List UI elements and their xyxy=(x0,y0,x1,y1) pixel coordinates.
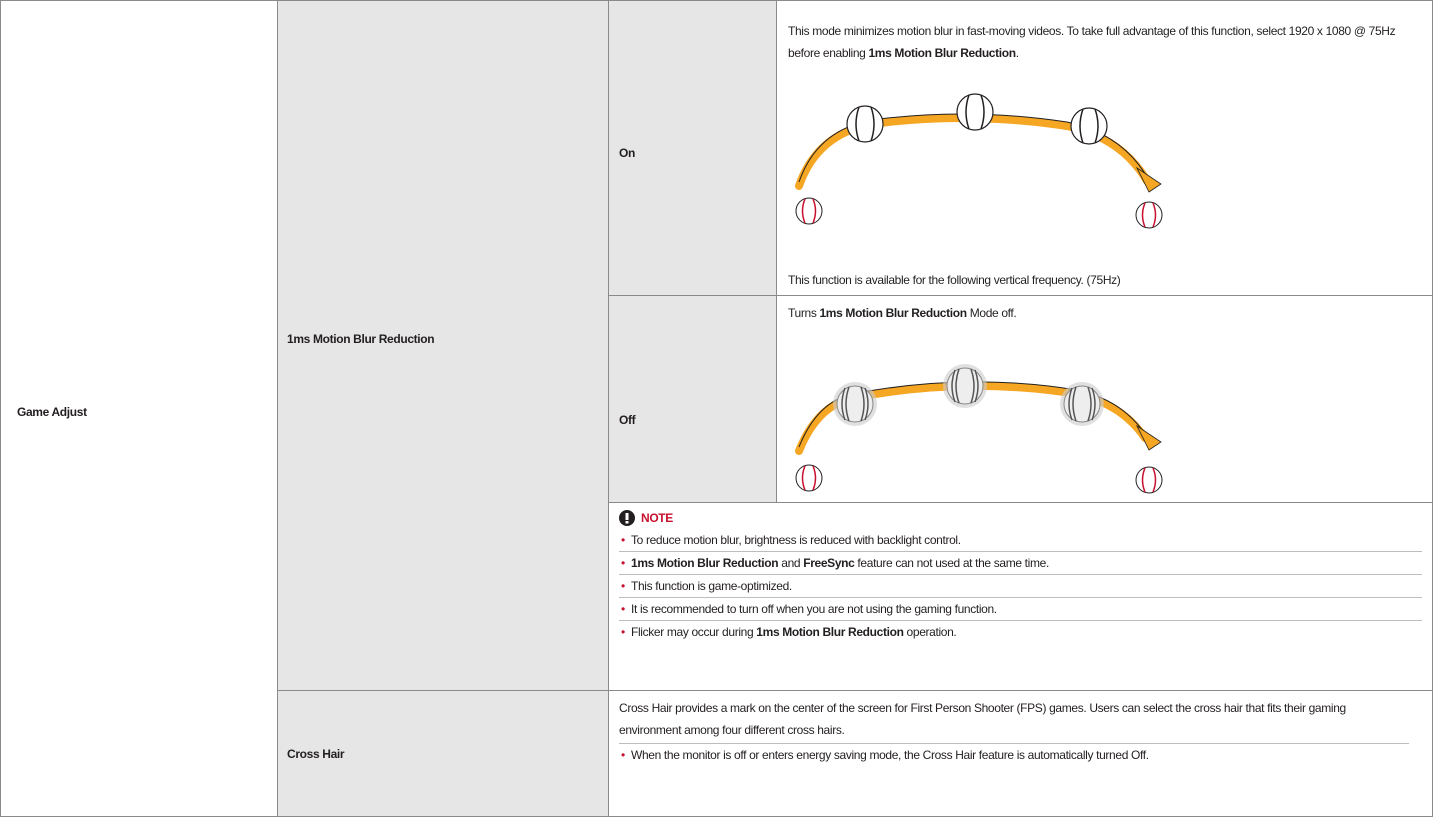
setting-cell: Cross Hair xyxy=(277,690,609,817)
note-item: This function is game-optimized. xyxy=(619,575,1422,598)
note-icon xyxy=(619,510,635,526)
text: Mode off. xyxy=(966,306,1017,320)
list-item: When the monitor is off or enters energy… xyxy=(619,744,1422,766)
description-cell: This mode minimizes motion blur in fast-… xyxy=(776,0,1433,296)
note-cell: NOTE To reduce motion blur, brightness i… xyxy=(608,502,1433,691)
note-title: NOTE xyxy=(641,511,673,525)
text: Flicker may occur during xyxy=(631,625,757,639)
setting-cell: 1ms Motion Blur Reduction xyxy=(277,0,609,691)
description: Turns 1ms Motion Blur Reduction Mode off… xyxy=(788,302,1017,324)
option-label: On xyxy=(619,146,635,160)
option-cell: Off xyxy=(608,295,777,503)
text: 1ms Motion Blur Reduction xyxy=(819,306,967,320)
description-cell: Cross Hair provides a mark on the center… xyxy=(608,690,1433,817)
description-cell: Turns 1ms Motion Blur Reduction Mode off… xyxy=(776,295,1433,503)
text: When the monitor is off or enters energy… xyxy=(631,748,1149,762)
note-item: To reduce motion blur, brightness is red… xyxy=(619,529,1422,552)
description: Cross Hair provides a mark on the center… xyxy=(619,697,1409,744)
menu-label: Game Adjust xyxy=(17,405,87,419)
text: Turns xyxy=(788,306,820,320)
setting-label: Cross Hair xyxy=(287,747,345,761)
text: . xyxy=(1015,46,1019,60)
text: 1ms Motion Blur Reduction xyxy=(756,625,904,639)
text: This function is game-optimized. xyxy=(631,579,792,593)
option-label: Off xyxy=(619,413,636,427)
text: It is recommended to turn off when you a… xyxy=(631,602,997,616)
illustration xyxy=(795,93,1163,229)
illustration xyxy=(795,363,1163,494)
footnote: This function is available for the follo… xyxy=(788,273,1121,287)
text: 1ms Motion Blur Reduction xyxy=(631,556,779,570)
note-header: NOTE xyxy=(619,507,1422,529)
setting-label: 1ms Motion Blur Reduction xyxy=(287,332,435,346)
menu-cell: Game Adjust xyxy=(0,0,278,817)
note-item: Flicker may occur during 1ms Motion Blur… xyxy=(619,621,1422,643)
option-cell: On xyxy=(608,0,777,296)
text: operation. xyxy=(903,625,957,639)
text: feature can not used at the same time. xyxy=(854,556,1049,570)
text: To reduce motion blur, brightness is red… xyxy=(631,533,961,547)
note-item: 1ms Motion Blur Reduction and FreeSync f… xyxy=(619,552,1422,575)
text: FreeSync xyxy=(803,556,855,570)
text: This mode minimizes motion blur in fast-… xyxy=(788,24,1396,60)
text: 1ms Motion Blur Reduction xyxy=(868,46,1016,60)
note-item: It is recommended to turn off when you a… xyxy=(619,598,1422,621)
text: and xyxy=(778,556,804,570)
description: This mode minimizes motion blur in fast-… xyxy=(788,20,1408,64)
